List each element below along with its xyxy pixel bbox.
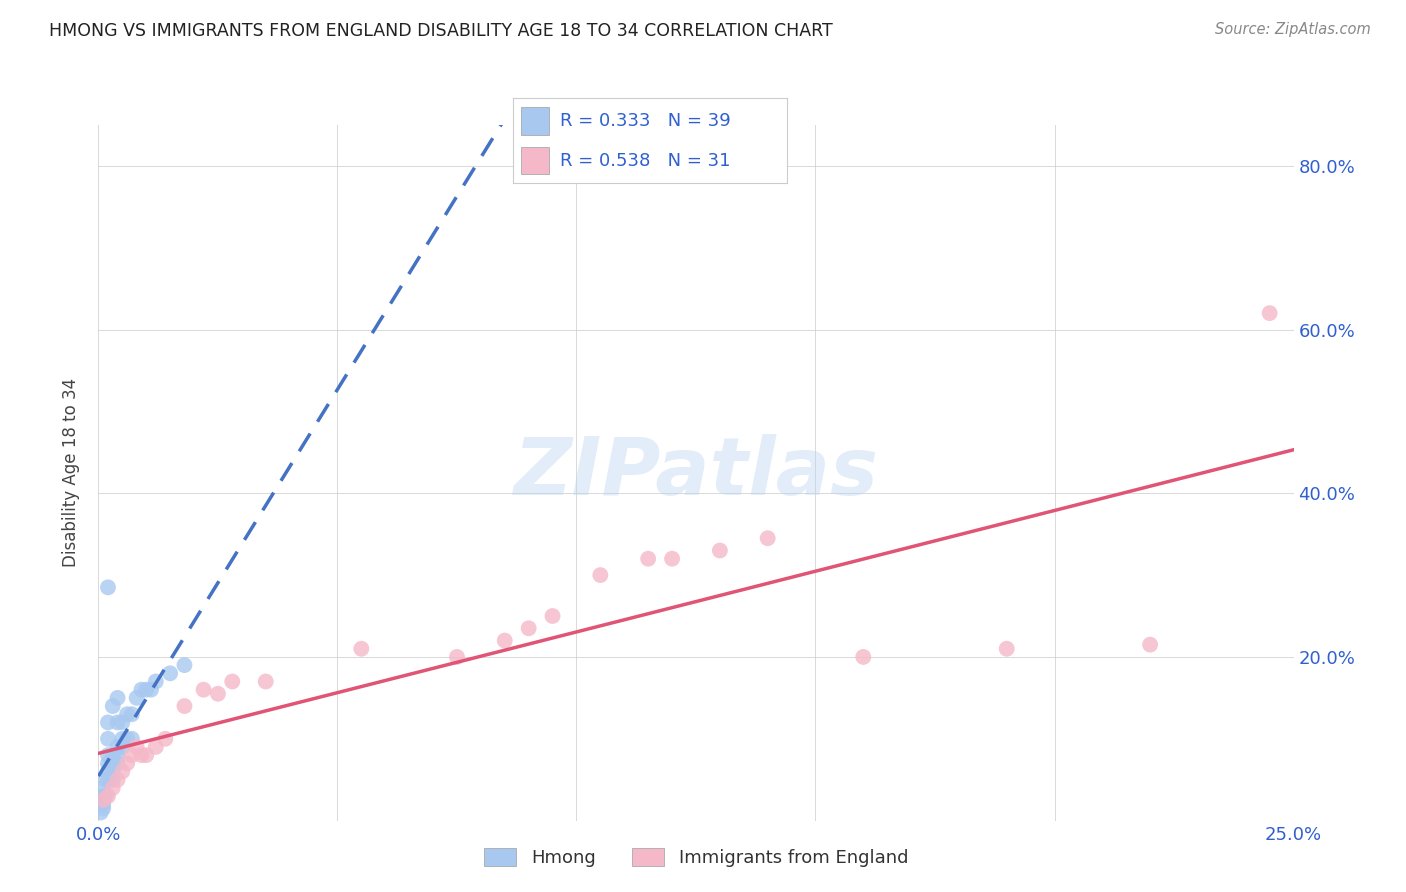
Text: R = 0.333   N = 39: R = 0.333 N = 39: [560, 112, 731, 130]
Point: [97, 756, 120, 771]
Point: [90, 805, 112, 820]
Point: [94, 772, 117, 787]
Point: [135, 682, 157, 697]
Point: [350, 641, 373, 656]
Point: [131, 748, 153, 763]
Point: [661, 551, 683, 566]
Point: [121, 707, 143, 722]
Point: [101, 756, 124, 771]
Point: [97, 748, 120, 763]
Point: [107, 748, 129, 763]
Point: [121, 748, 143, 763]
Point: [101, 748, 124, 763]
Point: [97, 772, 120, 787]
Point: [494, 633, 516, 648]
Point: [91, 789, 114, 803]
Point: [159, 666, 181, 681]
Point: [115, 756, 138, 771]
Point: [1258, 306, 1281, 320]
Text: Source: ZipAtlas.com: Source: ZipAtlas.com: [1215, 22, 1371, 37]
Point: [101, 780, 124, 795]
Point: [541, 609, 564, 624]
Point: [139, 682, 162, 697]
Point: [254, 674, 277, 689]
Point: [155, 731, 177, 746]
Point: [107, 739, 129, 754]
Point: [97, 731, 120, 746]
Point: [1139, 638, 1161, 652]
Point: [709, 543, 731, 558]
Point: [97, 715, 120, 730]
Point: [91, 793, 114, 807]
Bar: [522, 147, 548, 175]
Point: [125, 690, 148, 705]
Point: [94, 789, 117, 803]
Point: [221, 674, 243, 689]
Point: [517, 621, 540, 635]
Point: [121, 731, 143, 746]
Point: [97, 764, 120, 779]
Point: [91, 797, 114, 812]
Point: [101, 699, 124, 714]
Y-axis label: Disability Age 18 to 34: Disability Age 18 to 34: [62, 378, 80, 567]
Point: [173, 699, 195, 714]
Point: [91, 793, 114, 807]
Text: HMONG VS IMMIGRANTS FROM ENGLAND DISABILITY AGE 18 TO 34 CORRELATION CHART: HMONG VS IMMIGRANTS FROM ENGLAND DISABIL…: [49, 22, 832, 40]
Point: [995, 641, 1018, 656]
Point: [107, 690, 129, 705]
Point: [111, 731, 134, 746]
Point: [111, 715, 134, 730]
Point: [589, 568, 612, 582]
Point: [207, 687, 229, 701]
Point: [115, 731, 138, 746]
Point: [145, 674, 167, 689]
Point: [145, 739, 167, 754]
Point: [101, 772, 124, 787]
Point: [756, 531, 779, 545]
Legend: Hmong, Immigrants from England: Hmong, Immigrants from England: [477, 840, 915, 874]
Point: [97, 789, 120, 803]
Point: [125, 739, 148, 754]
Point: [107, 715, 129, 730]
Point: [101, 764, 124, 779]
Point: [852, 649, 875, 664]
Text: ZIPatlas: ZIPatlas: [513, 434, 879, 512]
Point: [111, 739, 134, 754]
Point: [446, 649, 468, 664]
Point: [637, 551, 659, 566]
Point: [107, 756, 129, 771]
Text: R = 0.538   N = 31: R = 0.538 N = 31: [560, 152, 730, 169]
Bar: [522, 107, 548, 135]
Point: [91, 801, 114, 815]
Point: [115, 707, 138, 722]
Point: [107, 772, 129, 787]
Point: [111, 764, 134, 779]
Point: [173, 658, 195, 673]
Point: [131, 682, 153, 697]
Point: [135, 748, 157, 763]
Point: [193, 682, 215, 697]
Point: [97, 580, 120, 594]
Point: [91, 780, 114, 795]
